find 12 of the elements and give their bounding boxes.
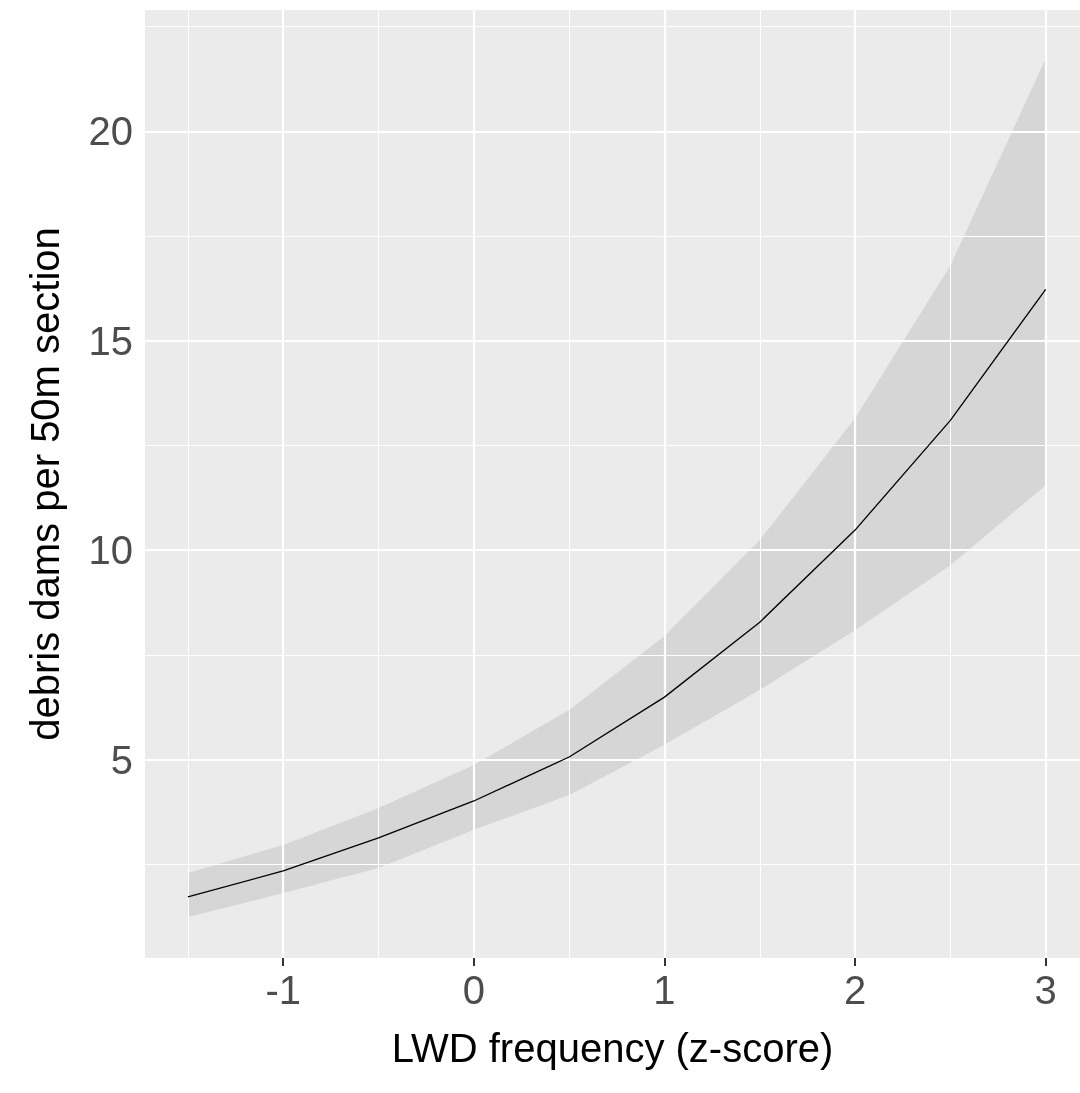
x-axis-title: LWD frequency (z-score) — [391, 1026, 834, 1070]
y-tick-label: 15 — [88, 318, 133, 363]
line-series — [187, 288, 1047, 898]
y-tick-label: 5 — [110, 737, 133, 782]
x-tick-label: 0 — [462, 968, 485, 1012]
y-tick-label: 20 — [88, 109, 133, 154]
x-tick-label: 2 — [843, 968, 867, 1012]
x-tick-label: -1 — [265, 968, 301, 1012]
y-axis-title: debris dams per 50m section — [23, 227, 67, 741]
x-tick-label: 1 — [653, 968, 676, 1012]
y-tick-label: 10 — [88, 528, 133, 573]
x-tick-label: 3 — [1034, 968, 1057, 1012]
